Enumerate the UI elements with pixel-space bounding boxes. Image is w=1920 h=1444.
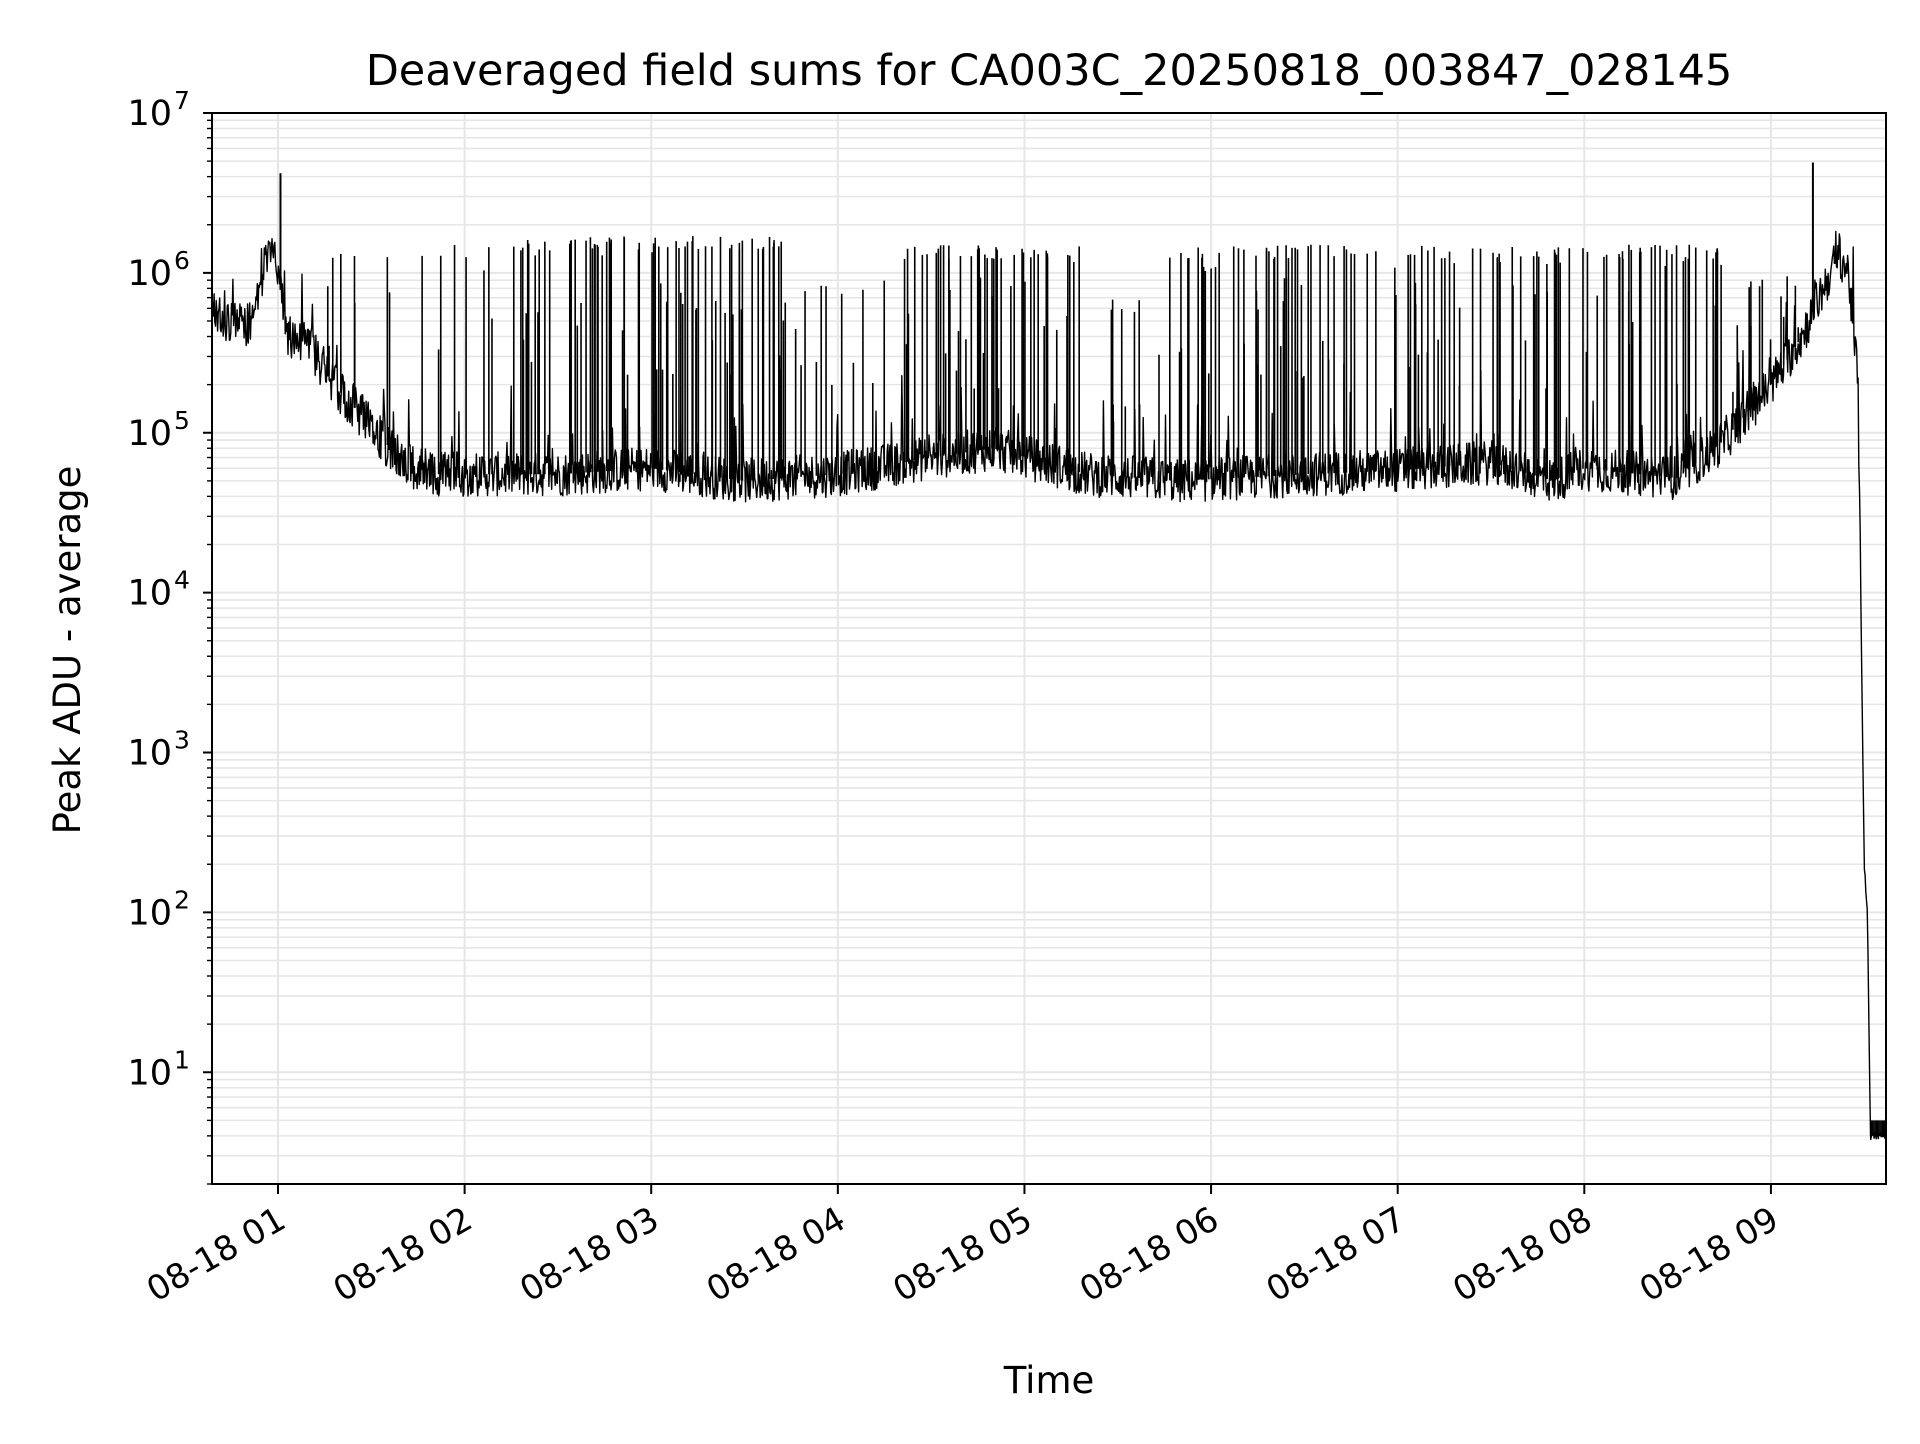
y-tick-exponent: 2 [174,885,190,914]
y-tick-exponent: 3 [174,726,190,755]
y-tick-label: 10 2 [127,885,189,933]
x-axis-label: Time [1003,1359,1095,1402]
y-tick-label: 10 7 [127,86,189,134]
y-tick-label: 10 6 [127,246,189,294]
y-tick-exponent: 1 [174,1045,190,1074]
y-tick-base: 10 [127,254,172,294]
y-tick-exponent: 7 [174,86,190,115]
y-tick-label: 10 3 [127,726,189,774]
y-tick-label: 10 4 [127,566,189,614]
y-axis-label: Peak ADU - average [46,466,89,835]
chart-title: Deaveraged field sums for CA003C_2025081… [366,46,1733,96]
plot-frame [211,112,1887,1185]
y-tick-base: 10 [127,734,172,774]
y-tick-base: 10 [127,574,172,614]
y-tick-exponent: 4 [174,566,190,595]
y-tick-base: 10 [127,414,172,454]
y-tick-base: 10 [127,1053,172,1093]
y-tick-label: 10 5 [127,406,189,454]
y-tick-label: 10 1 [127,1045,189,1093]
y-tick-base: 10 [127,94,172,134]
y-tick-exponent: 6 [174,246,190,275]
y-tick-base: 10 [127,893,172,933]
plot-area [211,162,1887,1141]
y-tick-exponent: 5 [174,406,190,435]
series-line [211,230,1887,1141]
